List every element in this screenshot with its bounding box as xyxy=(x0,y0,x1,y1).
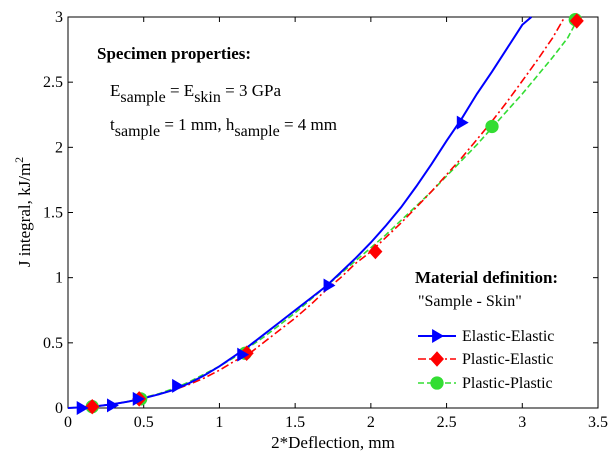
y-tick-label: 2.5 xyxy=(43,74,63,91)
marker-circle xyxy=(485,119,499,134)
legend-entry-label: Plastic-Elastic xyxy=(462,351,554,368)
annotation-line-2: tsample = 1 mm, hsample = 4 mm xyxy=(110,115,337,140)
marker-diamond xyxy=(368,243,383,260)
legend-entry-label: Plastic-Plastic xyxy=(462,375,553,392)
marker-diamond xyxy=(569,13,584,29)
series-markers xyxy=(76,12,584,415)
marker-triangle xyxy=(107,398,119,413)
x-tick-label: 1.5 xyxy=(285,414,305,431)
plot-frame xyxy=(67,16,599,409)
marker-triangle xyxy=(132,391,145,406)
marker-triangle xyxy=(456,115,469,130)
marker-triangle xyxy=(323,278,336,293)
x-tick-label: 3 xyxy=(518,414,526,431)
specimen-properties-annotation: Specimen properties: Esample = Eskin = 3… xyxy=(97,44,337,140)
x-tick-label: 3.5 xyxy=(588,414,608,431)
legend-title: Material definition: xyxy=(415,268,558,287)
y-tick-label: 0 xyxy=(55,400,63,417)
axis-ticks: 0 0.5 1 1.5 2 2.5 3 3.5 0 0.5 1 1.5 2 2.5 3 xyxy=(43,9,608,431)
marker-diamond xyxy=(85,398,100,415)
annotation-title: Specimen properties: xyxy=(97,44,251,63)
x-tick-label: 2 xyxy=(367,414,375,431)
y-axis-label-sup: 2 xyxy=(12,157,26,163)
marker-diamond xyxy=(430,351,444,367)
legend: Material definition: "Sample - Skin" Ela… xyxy=(415,268,558,392)
y-tick-label: 2 xyxy=(55,139,63,156)
marker-triangle xyxy=(432,329,444,343)
y-axis-label-main: J integral, kJ/m xyxy=(15,163,34,267)
x-tick-label: 2.5 xyxy=(437,414,457,431)
legend-entries: Elastic-Elastic Plastic-Elastic Plastic-Pl… xyxy=(418,328,554,392)
y-tick-label: 1.5 xyxy=(43,205,63,222)
marker-triangle xyxy=(172,378,185,393)
legend-entry-label: Elastic-Elastic xyxy=(462,328,554,345)
y-tick-label: 0.5 xyxy=(43,335,63,352)
y-axis-label: J integral, kJ/m2 xyxy=(12,157,34,267)
marker-circle xyxy=(430,376,444,390)
y-tick-label: 1 xyxy=(55,270,63,287)
annotation-line-1: Esample = Eskin = 3 GPa xyxy=(110,81,281,106)
x-axis-label: 2*Deflection, mm xyxy=(271,433,395,452)
y-tick-label: 3 xyxy=(55,9,63,26)
marker-triangle xyxy=(76,401,89,415)
marker-triangle xyxy=(237,347,250,362)
x-tick-label: 0.5 xyxy=(134,414,154,431)
x-tick-label: 1 xyxy=(215,414,223,431)
legend-subtitle: "Sample - Skin" xyxy=(418,293,522,310)
x-tick-label: 0 xyxy=(64,414,72,431)
